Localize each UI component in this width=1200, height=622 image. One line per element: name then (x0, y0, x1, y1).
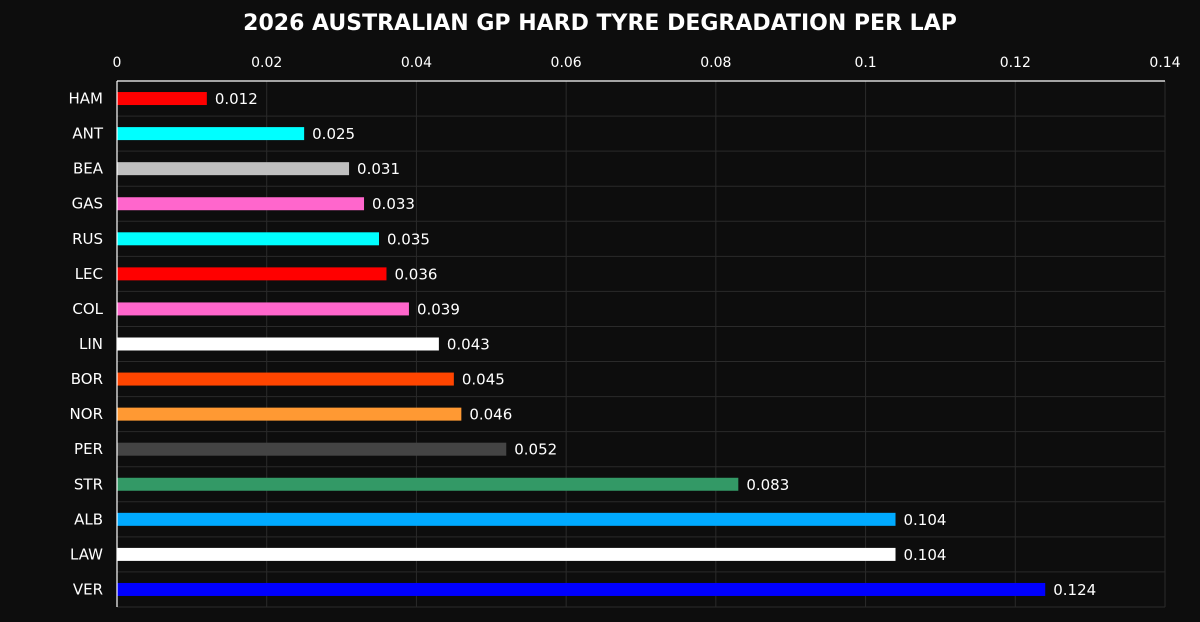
grid-layer (117, 81, 1166, 608)
bar-value-label: 0.046 (469, 406, 512, 424)
bar-lec (117, 267, 387, 281)
bar-value-label: 0.104 (904, 511, 947, 529)
y-category-label: ANT (72, 125, 103, 143)
x-tick-label: 0.12 (1000, 55, 1031, 71)
x-tick-label: 0.02 (251, 55, 282, 71)
y-category-label: COL (72, 300, 103, 318)
x-tick-label: 0.14 (1149, 55, 1180, 71)
y-category-label: GAS (72, 195, 103, 213)
bar-value-label: 0.045 (462, 371, 505, 389)
y-category-label: BEA (73, 160, 104, 178)
bar-str (117, 477, 739, 491)
bar-col (117, 302, 409, 316)
bar-value-label: 0.043 (447, 336, 490, 354)
bar-value-label: 0.025 (312, 125, 355, 143)
y-category-label: LAW (70, 545, 103, 563)
y-category-label: ALB (74, 510, 103, 528)
y-category-label: HAM (69, 90, 103, 108)
x-tick-label: 0.08 (700, 55, 731, 71)
bar-gas (117, 197, 365, 211)
bar-per (117, 442, 507, 456)
y-axis-labels: HAM ANT BEA GAS RUS LEC COL LIN BOR NOR PER STR ALB L… (69, 90, 104, 599)
axis-lines (116, 80, 1165, 607)
bar-value-label: 0.031 (357, 160, 400, 178)
bar-law (117, 547, 896, 561)
x-axis-ticks: 0 0.02 0.04 0.06 0.08 0.1 0.12 0.14 (113, 55, 1181, 71)
bar-rus (117, 232, 379, 246)
y-category-label: RUS (72, 230, 103, 248)
bar-bor (117, 372, 454, 386)
x-tick-label: 0.04 (401, 55, 432, 71)
bar-value-label: 0.052 (514, 441, 557, 459)
x-tick-label: 0 (113, 55, 122, 71)
bar-ant (117, 127, 305, 141)
bar-value-label: 0.124 (1053, 581, 1096, 599)
bar-ver (117, 582, 1046, 596)
y-category-label: LEC (75, 265, 103, 283)
bar-value-label: 0.012 (215, 90, 258, 108)
bar-lin (117, 337, 439, 351)
y-category-label: PER (74, 440, 103, 458)
bar-value-label: 0.104 (904, 546, 947, 564)
chart-title: 2026 AUSTRALIAN GP HARD TYRE DEGRADATION… (243, 11, 957, 36)
bars-layer (117, 92, 1046, 596)
bar-nor (117, 407, 462, 421)
y-category-label: STR (74, 475, 103, 493)
bar-bea (117, 162, 350, 176)
bar-value-label: 0.033 (372, 195, 415, 213)
bar-value-label: 0.039 (417, 300, 460, 318)
y-category-label: LIN (79, 335, 103, 353)
x-tick-label: 0.1 (854, 55, 876, 71)
y-category-label: NOR (70, 405, 103, 423)
bar-ham (117, 92, 207, 106)
y-category-label: BOR (71, 370, 103, 388)
y-category-label: VER (73, 580, 103, 598)
bar-value-label: 0.035 (387, 230, 430, 248)
bar-value-label: 0.036 (394, 265, 437, 283)
x-tick-label: 0.06 (551, 55, 582, 71)
bar-alb (117, 512, 896, 526)
bar-value-label: 0.083 (746, 476, 789, 494)
